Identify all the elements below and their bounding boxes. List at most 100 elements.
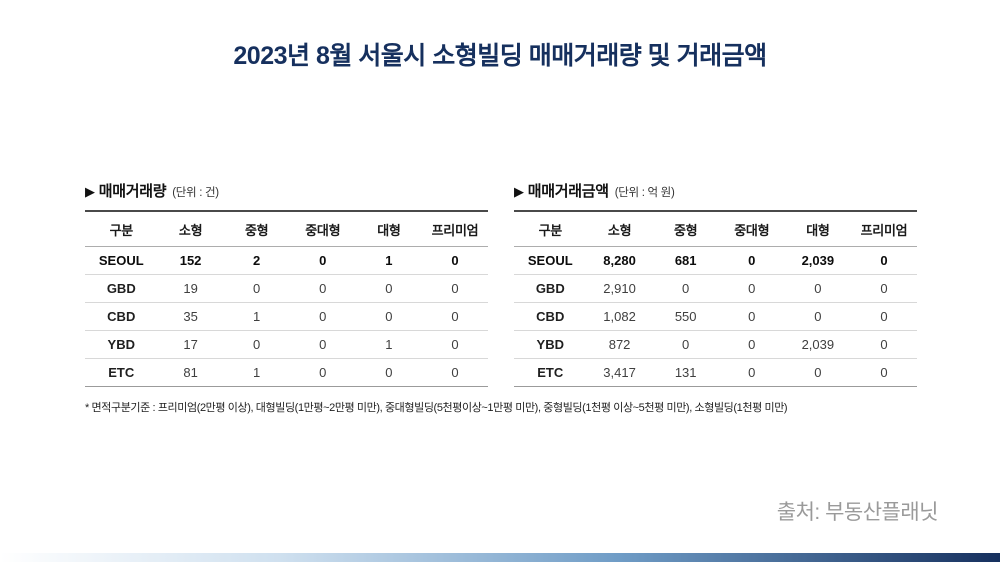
data-cell: 8,280 [586, 246, 653, 275]
volume-table-heading: ▶ 매매거래량 (단위 : 건) [85, 180, 488, 201]
volume-table-section: ▶ 매매거래량 (단위 : 건) 구분 소형 중형 중대형 대형 프리미엄 SEOUL 15… [85, 180, 488, 387]
amount-heading-text: 매매거래금액 [527, 183, 609, 200]
table-row: YBD 17 0 0 1 0 [85, 330, 488, 359]
row-label: ETC [514, 358, 587, 387]
table-row: SEOUL 8,280 681 0 2,039 0 [514, 246, 917, 275]
row-label: ETC [85, 358, 158, 387]
data-cell: 0 [850, 330, 917, 359]
data-cell: 0 [355, 358, 422, 387]
data-cell: 0 [289, 246, 356, 275]
column-header: 구분 [85, 211, 158, 247]
row-label: SEOUL [514, 246, 587, 275]
header-row: 구분 소형 중형 중대형 대형 프리미엄 [514, 211, 917, 247]
row-label: YBD [514, 330, 587, 359]
data-cell: 0 [289, 330, 356, 359]
data-cell: 0 [718, 246, 785, 275]
table-row: GBD 2,910 0 0 0 0 [514, 274, 917, 303]
volume-heading-text: 매매거래량 [98, 183, 167, 200]
data-cell: 0 [421, 330, 488, 359]
data-cell: 0 [355, 302, 422, 331]
amount-unit-label: (단위 : 억 원) [614, 187, 675, 199]
data-cell: 0 [289, 302, 356, 331]
row-label: GBD [85, 274, 158, 303]
data-cell: 3,417 [586, 358, 653, 387]
data-cell: 0 [289, 358, 356, 387]
data-cell: 0 [718, 302, 785, 331]
data-cell: 2,039 [784, 330, 851, 359]
table-row: CBD 35 1 0 0 0 [85, 302, 488, 331]
column-header: 프리미엄 [850, 211, 917, 247]
data-cell: 0 [850, 358, 917, 387]
data-cell: 0 [355, 274, 422, 303]
row-label: YBD [85, 330, 158, 359]
table-row: GBD 19 0 0 0 0 [85, 274, 488, 303]
data-cell: 0 [784, 302, 851, 331]
page-title: 2023년 8월 서울시 소형빌딩 매매거래량 및 거래금액 [233, 42, 767, 70]
table-row: CBD 1,082 550 0 0 0 [514, 302, 917, 331]
data-cell: 1,082 [586, 302, 653, 331]
header-row: 구분 소형 중형 중대형 대형 프리미엄 [85, 211, 488, 247]
data-cell: 0 [421, 358, 488, 387]
data-cell: 0 [718, 274, 785, 303]
row-label: CBD [514, 302, 587, 331]
table-row: YBD 872 0 0 2,039 0 [514, 330, 917, 359]
row-label: GBD [514, 274, 587, 303]
column-header: 대형 [784, 211, 851, 247]
data-cell: 0 [223, 274, 290, 303]
data-cell: 2,039 [784, 246, 851, 275]
column-header: 소형 [586, 211, 653, 247]
volume-unit-label: (단위 : 건) [172, 187, 219, 199]
amount-table: 구분 소형 중형 중대형 대형 프리미엄 SEOUL 8,280 681 0 2,039 0 GBD 2… [514, 210, 917, 387]
data-cell: 0 [718, 330, 785, 359]
volume-table: 구분 소형 중형 중대형 대형 프리미엄 SEOUL 152 2 0 1 0 GBD 19 0 0 0 0 CBD… [85, 210, 488, 387]
data-cell: 81 [157, 358, 224, 387]
source-credit: 출처: 부동산플래닛 [776, 501, 939, 524]
data-cell: 35 [157, 302, 224, 331]
column-header: 대형 [355, 211, 422, 247]
data-cell: 17 [157, 330, 224, 359]
data-cell: 2 [223, 246, 290, 275]
data-cell: 131 [652, 358, 719, 387]
column-header: 중형 [223, 211, 290, 247]
data-cell: 0 [850, 274, 917, 303]
column-header: 중형 [652, 211, 719, 247]
column-header: 중대형 [718, 211, 785, 247]
column-header: 중대형 [289, 211, 356, 247]
amount-table-heading: ▶ 매매거래금액 (단위 : 억 원) [514, 180, 917, 201]
data-cell: 0 [289, 274, 356, 303]
table-row: SEOUL 152 2 0 1 0 [85, 246, 488, 275]
triangle-bullet-icon: ▶ [85, 184, 95, 199]
data-cell: 152 [157, 246, 224, 275]
data-cell: 0 [784, 358, 851, 387]
table-row: ETC 3,417 131 0 0 0 [514, 358, 917, 387]
data-cell: 0 [223, 330, 290, 359]
data-cell: 1 [355, 330, 422, 359]
tables-row: ▶ 매매거래량 (단위 : 건) 구분 소형 중형 중대형 대형 프리미엄 SEOUL 15… [85, 180, 917, 387]
data-cell: 1 [355, 246, 422, 275]
data-cell: 0 [652, 330, 719, 359]
column-header: 구분 [514, 211, 587, 247]
data-cell: 1 [223, 358, 290, 387]
data-cell: 0 [421, 302, 488, 331]
table-row: ETC 81 1 0 0 0 [85, 358, 488, 387]
data-cell: 1 [223, 302, 290, 331]
triangle-bullet-icon: ▶ [514, 184, 524, 199]
data-cell: 0 [421, 246, 488, 275]
data-cell: 0 [421, 274, 488, 303]
bottom-gradient-bar [0, 553, 1000, 562]
data-cell: 0 [850, 302, 917, 331]
content-area: ▶ 매매거래량 (단위 : 건) 구분 소형 중형 중대형 대형 프리미엄 SEOUL 15… [85, 180, 917, 415]
data-cell: 2,910 [586, 274, 653, 303]
data-cell: 0 [850, 246, 917, 275]
data-cell: 550 [652, 302, 719, 331]
column-header: 프리미엄 [421, 211, 488, 247]
column-header: 소형 [157, 211, 224, 247]
data-cell: 0 [718, 358, 785, 387]
data-cell: 681 [652, 246, 719, 275]
data-cell: 0 [784, 274, 851, 303]
data-cell: 19 [157, 274, 224, 303]
data-cell: 872 [586, 330, 653, 359]
row-label: CBD [85, 302, 158, 331]
data-cell: 0 [652, 274, 719, 303]
